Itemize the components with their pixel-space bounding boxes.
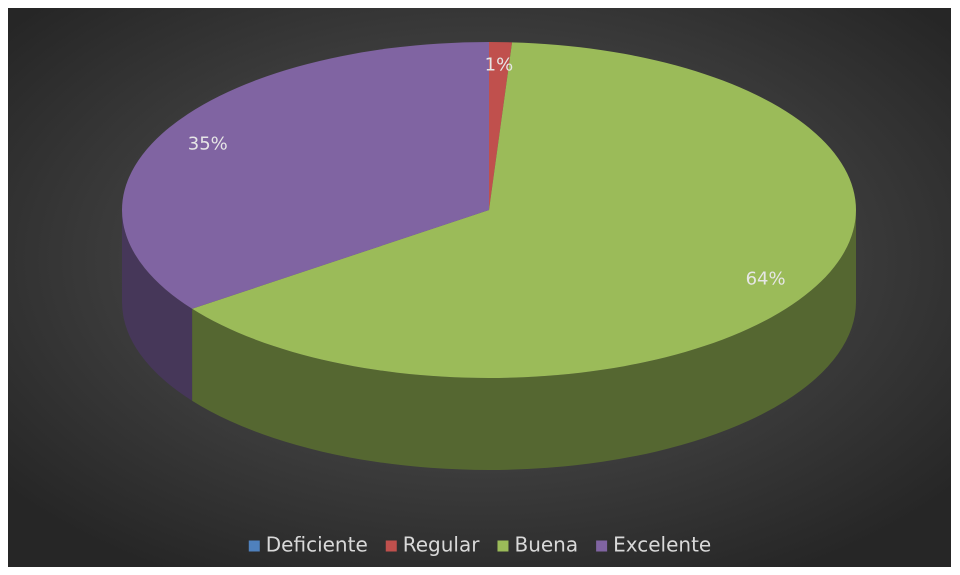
legend-label: Deficiente <box>266 533 368 557</box>
data-label: 1% <box>485 55 514 76</box>
legend-swatch <box>596 540 608 552</box>
legend-item: Deficiente <box>248 533 368 557</box>
data-label: 35% <box>188 133 228 154</box>
legend-label: Buena <box>514 533 578 557</box>
legend-item: Regular <box>385 533 480 557</box>
legend-item: Buena <box>497 533 578 557</box>
data-labels: 1% 64% 35% <box>188 55 786 290</box>
legend-label: Regular <box>403 533 480 557</box>
pie-side <box>122 210 193 401</box>
legend-label: Excelente <box>613 533 711 557</box>
data-label: 64% <box>746 269 786 290</box>
legend-swatch <box>497 540 509 552</box>
pie-side <box>192 210 856 471</box>
pie-tops <box>122 42 856 378</box>
legend-swatch <box>385 540 397 552</box>
legend-item: Excelente <box>596 533 711 557</box>
legend-swatch <box>248 540 260 552</box>
pie-sides <box>122 210 856 471</box>
pie-slice <box>192 42 856 378</box>
pie-slice <box>122 42 490 309</box>
legend: Deficiente Regular Buena Excelente <box>248 533 711 557</box>
pie-slice <box>489 42 513 210</box>
